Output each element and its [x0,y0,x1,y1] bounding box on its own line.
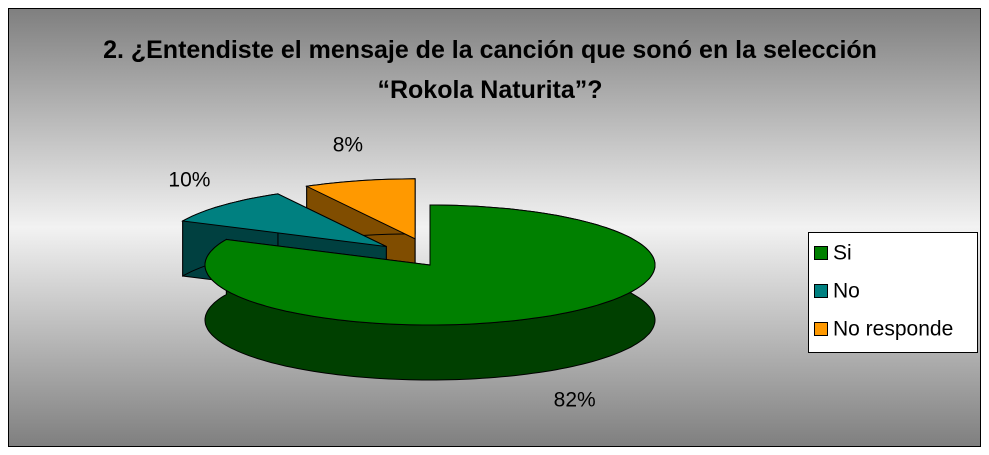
data-label: 8% [333,133,363,156]
slice-top [204,204,656,326]
pie-slice [204,204,656,381]
data-label: 10% [168,168,210,191]
legend-label: No [833,280,860,303]
legend-swatch [814,322,828,336]
legend-swatch [814,246,828,260]
legend-label: No responde [833,318,953,341]
data-label: 82% [554,389,596,412]
legend-box [808,232,978,353]
chart-title: 2. ¿Entendiste el mensaje de la canción … [103,36,877,104]
slice-top [305,178,416,240]
legend-label: Si [833,242,852,265]
slice-top [181,193,387,247]
legend-swatch [814,284,828,298]
pie [181,178,656,381]
